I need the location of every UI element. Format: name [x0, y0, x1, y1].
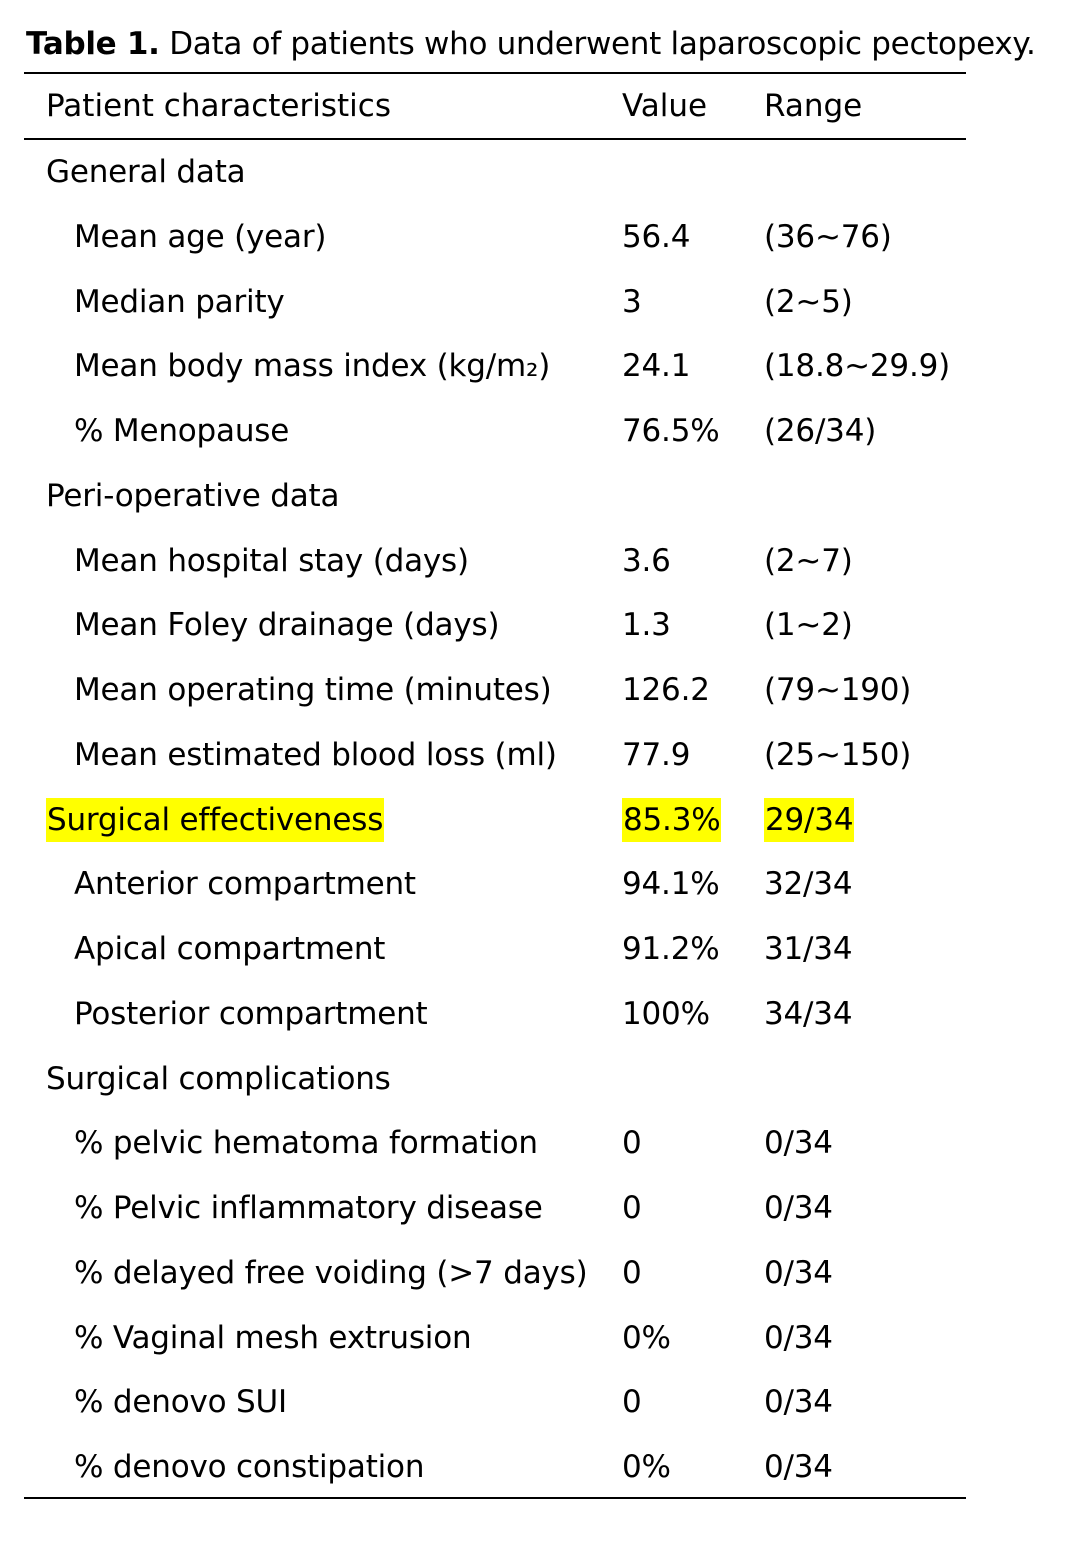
table-row: Mean hospital stay (days) 3.6 (2~7) — [0, 529, 1080, 594]
row-label: Surgical complications — [46, 1060, 391, 1097]
row-value: 76.5% — [622, 413, 720, 449]
row-label: Mean age (year) — [74, 218, 327, 255]
row-range: 0/34 — [764, 1254, 833, 1291]
row-value: 0% — [622, 1319, 671, 1356]
row-range: (18.8~29.9) — [764, 348, 951, 385]
row-value: 1.3 — [622, 607, 671, 644]
table-section-row: General data — [0, 140, 1080, 205]
row-range: (1~2) — [764, 607, 853, 644]
row-label: Surgical effectiveness — [46, 797, 385, 842]
row-range: 34/34 — [764, 995, 853, 1032]
row-label: % denovo constipation — [74, 1449, 425, 1485]
row-range: (25~150) — [764, 736, 912, 773]
table-row: Apical compartment 91.2% 31/34 — [0, 917, 1080, 982]
row-label: Posterior compartment — [74, 995, 428, 1032]
row-range: 31/34 — [764, 931, 853, 967]
row-range: (2~5) — [764, 283, 853, 320]
table-row: % Vaginal mesh extrusion 0% 0/34 — [0, 1306, 1080, 1371]
row-value: 100% — [622, 995, 710, 1032]
row-value: 0 — [622, 1384, 642, 1421]
row-value: 3 — [622, 283, 642, 320]
row-range: 32/34 — [764, 866, 853, 903]
row-label: Mean estimated blood loss (ml) — [74, 736, 557, 773]
row-value: 85.3% — [622, 797, 722, 842]
row-value: 77.9 — [622, 736, 691, 773]
row-label: Mean Foley drainage (days) — [74, 607, 500, 644]
row-label: General data — [46, 154, 246, 190]
row-value: 24.1 — [622, 348, 691, 385]
row-range: 0/34 — [764, 1449, 833, 1485]
row-label: Apical compartment — [74, 931, 386, 967]
table-row: Mean operating time (minutes) 126.2 (79~19… — [0, 658, 1080, 723]
row-value: 0 — [622, 1254, 642, 1291]
row-label: % Menopause — [74, 413, 290, 449]
table-row: % delayed free voiding (>7 days) 0 0/34 — [0, 1241, 1080, 1306]
row-label: % delayed free voiding (>7 days) — [74, 1254, 588, 1291]
table-row: Mean estimated blood loss (ml) 77.9 (25~15… — [0, 723, 1080, 788]
row-range: (79~190) — [764, 672, 912, 708]
row-value: 0 — [622, 1190, 642, 1226]
table-body: General data Mean age (year) 56.4 (36~76) Me… — [0, 140, 1080, 1500]
row-label: Mean hospital stay (days) — [74, 542, 469, 579]
header-characteristics: Patient characteristics — [46, 88, 391, 124]
row-value: 91.2% — [622, 931, 720, 967]
table-row: % denovo SUI 0 0/34 — [0, 1370, 1080, 1435]
row-range: 0/34 — [764, 1125, 833, 1162]
table-bottom-rule — [24, 1497, 966, 1499]
table-caption-text: Data of patients who underwent laparosco… — [169, 26, 1036, 62]
row-label: Anterior compartment — [74, 866, 416, 903]
table-row: Mean Foley drainage (days) 1.3 (1~2) — [0, 593, 1080, 658]
row-label: Median parity — [74, 283, 285, 320]
table-row: Anterior compartment 94.1% 32/34 — [0, 852, 1080, 917]
table-section-row: Surgical effectiveness 85.3% 29/34 — [0, 788, 1080, 853]
table-row: Posterior compartment 100% 34/34 — [0, 982, 1080, 1047]
table-section-row: Peri-operative data — [0, 464, 1080, 529]
row-range: (2~7) — [764, 542, 853, 579]
table-row: % Pelvic inflammatory disease 0 0/34 — [0, 1176, 1080, 1241]
row-value: 0 — [622, 1125, 642, 1162]
row-range: (36~76) — [764, 218, 892, 255]
row-value: 126.2 — [622, 672, 710, 708]
table-header-rule — [24, 138, 966, 140]
table-top-rule — [24, 72, 966, 74]
table-row: % Menopause 76.5% (26/34) — [0, 399, 1080, 464]
row-range: 29/34 — [764, 797, 855, 842]
row-value: 3.6 — [622, 542, 671, 579]
table-row: Median parity 3 (2~5) — [0, 270, 1080, 335]
row-label: % Vaginal mesh extrusion — [74, 1319, 472, 1356]
row-label: % pelvic hematoma formation — [74, 1125, 538, 1162]
table-caption: Table 1. Data of patients who underwent … — [26, 22, 1036, 66]
table-section-row: Surgical complications — [0, 1047, 1080, 1112]
row-label: % denovo SUI — [74, 1384, 287, 1421]
table-row: % denovo constipation 0% 0/34 — [0, 1435, 1080, 1500]
table-row: Mean body mass index (kg/m₂) 24.1 (18.8~29… — [0, 334, 1080, 399]
table-header-row: Patient characteristics Value Range — [0, 80, 1080, 132]
row-range: 0/34 — [764, 1190, 833, 1226]
header-range: Range — [764, 88, 863, 124]
row-value: 94.1% — [622, 866, 720, 903]
header-value: Value — [622, 88, 708, 124]
row-range: 0/34 — [764, 1384, 833, 1421]
table-row: % pelvic hematoma formation 0 0/34 — [0, 1111, 1080, 1176]
row-label: Mean operating time (minutes) — [74, 672, 552, 708]
table-caption-label: Table 1. — [26, 26, 160, 62]
row-range: 0/34 — [764, 1319, 833, 1356]
row-value: 56.4 — [622, 218, 691, 255]
row-label: Mean body mass index (kg/m₂) — [74, 348, 551, 385]
table-row: Mean age (year) 56.4 (36~76) — [0, 205, 1080, 270]
row-range: (26/34) — [764, 413, 877, 449]
row-label: Peri-operative data — [46, 477, 340, 514]
row-value: 0% — [622, 1449, 671, 1485]
row-label: % Pelvic inflammatory disease — [74, 1190, 543, 1226]
